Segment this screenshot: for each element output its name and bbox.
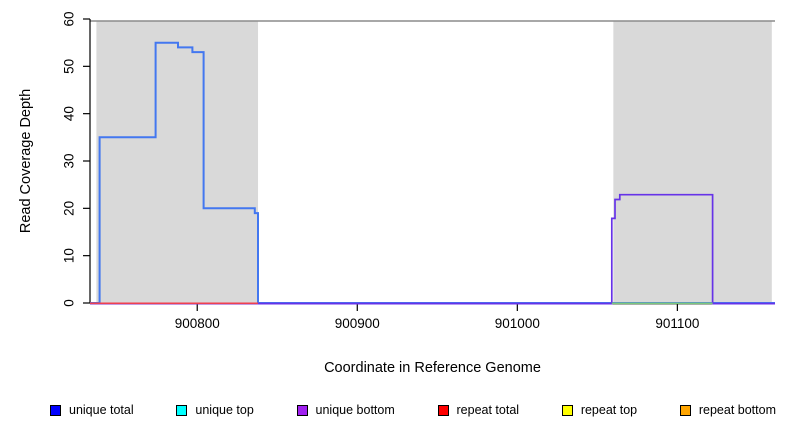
legend-label: unique top (195, 403, 254, 417)
y-tick-label: 20 (62, 201, 77, 216)
legend-swatch-icon (296, 404, 308, 416)
y-tick-label: 40 (62, 106, 77, 121)
chart-legend: unique total unique top unique bottom repea… (0, 399, 792, 421)
y-tick-label: 50 (62, 59, 77, 74)
x-tick-label: 901000 (495, 316, 540, 331)
coverage-plot-canvas: 0 10 20 30 40 50 60 900800 900900 901000 901100 Rea… (18, 11, 775, 376)
legend-swatch-icon (561, 404, 573, 416)
legend-swatch-icon (437, 404, 449, 416)
repeat-region-right (613, 21, 772, 303)
unique-total-coverage-line (90, 41, 775, 304)
x-tick-label: 900800 (175, 316, 220, 331)
legend-swatch-icon (50, 404, 61, 416)
legend-item-unique-top: unique top (176, 403, 254, 417)
legend-item-unique-total: unique total (50, 403, 134, 417)
legend-label: unique total (69, 403, 134, 417)
x-tick-label: 900900 (335, 316, 380, 331)
y-tick-label: 60 (62, 11, 77, 26)
legend-item-repeat-top: repeat top (561, 403, 638, 417)
legend-label: repeat top (580, 403, 638, 417)
legend-item-unique-bottom: unique bottom (296, 403, 395, 417)
y-tick-label: 0 (62, 299, 77, 307)
legend-item-repeat-total: repeat total (437, 403, 520, 417)
legend-label: unique bottom (315, 403, 395, 417)
y-tick-label: 30 (62, 153, 77, 168)
legend-label: repeat bottom (698, 403, 776, 417)
y-axis-title: Read Coverage Depth (18, 89, 34, 233)
legend-label: repeat total (456, 403, 520, 417)
unique-bottom-coverage-line (90, 193, 775, 305)
x-tick-label: 901100 (655, 316, 699, 331)
x-axis-title: Coordinate in Reference Genome (324, 360, 541, 376)
legend-swatch-icon (176, 404, 188, 416)
y-tick-label: 10 (62, 248, 77, 263)
legend-swatch-icon (679, 404, 691, 416)
legend-item-repeat-bottom: repeat bottom (679, 403, 776, 417)
repeat-region-left (96, 21, 259, 303)
